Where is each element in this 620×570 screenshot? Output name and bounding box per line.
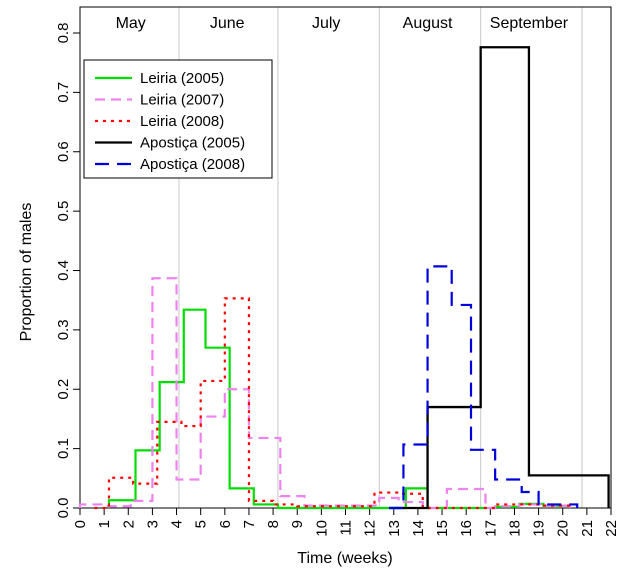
x-tick-label: 15: [434, 520, 451, 537]
x-tick-label: 3: [144, 520, 161, 528]
series-lines: [78, 46, 610, 510]
x-tick-label: 8: [265, 520, 282, 528]
y-tick-label: 0.4: [55, 260, 72, 281]
y-tick-label: 0.8: [55, 23, 72, 44]
legend-box: [83, 59, 273, 179]
series-line: [388, 46, 610, 510]
y-tick-label: 0.3: [55, 319, 72, 340]
series-line: [388, 265, 579, 510]
x-tick-label: 7: [241, 520, 258, 528]
x-tick-label: 21: [579, 520, 596, 537]
series-line: [78, 277, 572, 510]
x-tick-label: 20: [555, 520, 572, 537]
x-tick-label: 2: [120, 520, 137, 528]
month-label: August: [403, 15, 453, 32]
y-tick-label: 0.2: [55, 379, 72, 400]
legend-label: Apostiça (2005): [140, 135, 245, 152]
legend: Leiria (2005) Leiria (2007) Leiria (2008) A…: [83, 59, 273, 179]
y-tick-label: 0.5: [55, 201, 72, 222]
axes: 0 1 2 3 4 5 6 7 8 9 10 11 12 13 14 15 16 17 18 19 20 21 220.00…: [55, 6, 620, 537]
month-label: July: [312, 15, 340, 32]
month-labels: May June July August September: [116, 15, 569, 32]
month-label: June: [210, 15, 245, 32]
series-line: [94, 297, 574, 510]
legend-label: Leiria (2005): [140, 70, 224, 87]
x-tick-label: 1: [96, 520, 113, 528]
month-label: May: [116, 15, 146, 32]
x-tick-label: 22: [603, 520, 620, 537]
x-tick-label: 11: [338, 520, 355, 536]
x-axis-label: Time (weeks): [297, 550, 392, 567]
x-tick-label: 10: [313, 520, 330, 537]
x-tick-label: 19: [531, 520, 548, 537]
y-tick-label: 0.6: [55, 141, 72, 162]
legend-label: Leiria (2007): [140, 92, 224, 109]
x-tick-label: 9: [289, 520, 306, 528]
x-tick-label: 13: [386, 520, 403, 537]
x-tick-label: 4: [169, 520, 186, 528]
x-tick-label: 16: [458, 520, 475, 537]
month-label: September: [490, 15, 569, 32]
series-line: [107, 308, 572, 510]
y-tick-label: 0.0: [55, 498, 72, 519]
legend-label: Apostiça (2008): [140, 156, 245, 173]
y-tick-label: 0.1: [55, 438, 72, 459]
x-tick-label: 18: [506, 520, 523, 537]
x-tick-label: 6: [217, 520, 234, 528]
x-tick-label: 5: [193, 520, 210, 528]
y-axis-label: Proportion of males: [18, 203, 35, 342]
x-tick-label: 14: [410, 520, 427, 537]
x-tick-label: 0: [72, 520, 89, 528]
x-tick-label: 12: [362, 520, 379, 537]
x-tick-label: 17: [482, 520, 499, 537]
legend-label: Leiria (2008): [140, 113, 224, 130]
y-tick-label: 0.7: [55, 82, 72, 103]
